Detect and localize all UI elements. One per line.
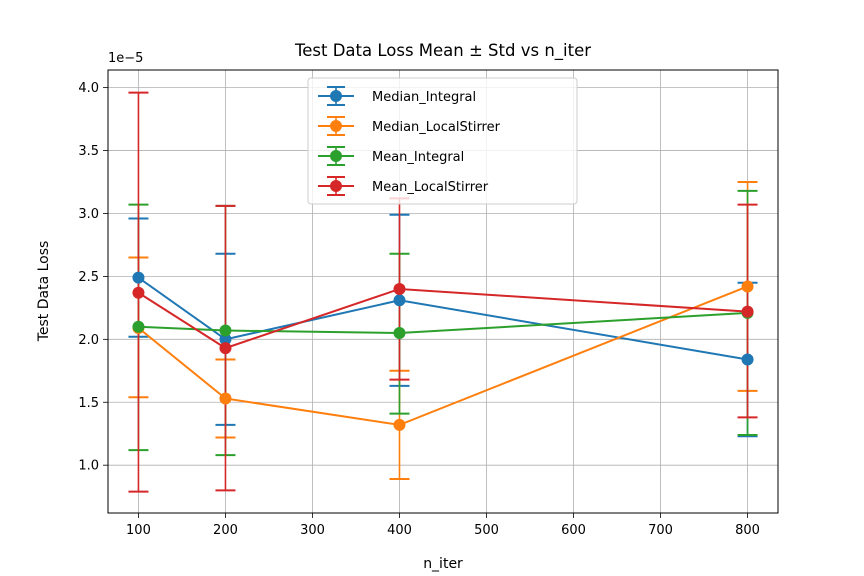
y-axis-ticks: 1.0 1.5 2.0 2.5 3.0 3.5 4.0 — [78, 81, 108, 474]
plot-frame — [107, 69, 779, 514]
data-point — [741, 353, 754, 366]
chart-title: Test Data Loss Mean ± Std vs n_iter — [294, 41, 591, 61]
x-tick-label: 300 — [300, 523, 325, 538]
x-axis-ticks: 100 200 300 400 500 600 700 800 — [126, 513, 760, 538]
legend-label: Median_Integral — [372, 90, 476, 105]
y-tick-label: 3.0 — [78, 207, 99, 222]
data-point — [393, 327, 406, 340]
data-point — [219, 324, 232, 337]
series-line — [137, 285, 748, 426]
x-tick-label: 500 — [474, 523, 499, 538]
data-point — [219, 342, 232, 355]
x-tick-label: 600 — [561, 523, 586, 538]
data-point — [393, 294, 406, 307]
x-tick-label: 700 — [648, 523, 673, 538]
data-point — [741, 280, 754, 293]
data-points — [132, 271, 754, 431]
series-lines — [137, 276, 748, 426]
series-line — [138, 311, 748, 335]
y-tick-label: 2.5 — [78, 270, 99, 285]
y-tick-label: 1.0 — [78, 459, 99, 474]
legend-label: Mean_LocalStirrer — [372, 180, 489, 195]
y-tick-label: 4.0 — [78, 81, 99, 96]
y-tick-label: 1.5 — [78, 396, 99, 411]
x-tick-label: 200 — [213, 523, 238, 538]
x-tick-label: 800 — [735, 523, 760, 538]
data-point — [132, 286, 145, 299]
y-axis-label: Test Data Loss — [36, 241, 52, 343]
legend-marker — [330, 90, 342, 102]
data-point — [132, 320, 145, 333]
data-point — [219, 333, 232, 346]
legend-label: Mean_Integral — [372, 150, 464, 165]
data-point — [219, 392, 232, 405]
x-tick-label: 400 — [387, 523, 412, 538]
y-tick-label: 2.0 — [78, 333, 99, 348]
series-line — [137, 287, 748, 350]
legend-marker — [330, 150, 342, 162]
legend-box — [307, 77, 578, 205]
x-tick-label: 100 — [126, 523, 151, 538]
y-axis-offset-label: 1e−5 — [108, 51, 143, 66]
data-point — [393, 282, 406, 295]
series-line — [137, 276, 748, 361]
legend-label: Median_LocalStirrer — [372, 120, 501, 135]
legend-marker — [330, 180, 342, 192]
x-axis-label: n_iter — [423, 556, 463, 572]
data-point — [132, 271, 145, 284]
y-tick-label: 3.5 — [78, 144, 99, 159]
legend: Median_Integral Median_LocalStirrer Mean_I… — [307, 77, 578, 205]
data-point — [741, 305, 754, 318]
legend-marker — [330, 120, 342, 132]
data-point — [393, 418, 406, 431]
